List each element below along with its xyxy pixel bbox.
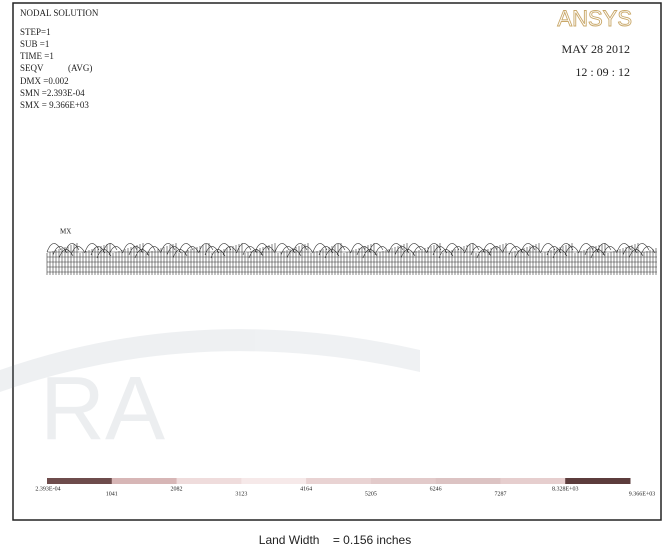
legend-swatch bbox=[435, 478, 501, 484]
logo: ANSYS bbox=[557, 6, 632, 31]
watermark: RA bbox=[0, 329, 420, 459]
info-line: TIME =1 bbox=[20, 51, 54, 61]
info-line: STEP=1 bbox=[20, 27, 51, 37]
frame bbox=[12, 2, 662, 521]
legend-swatch bbox=[241, 478, 307, 484]
watermark-text: RA bbox=[40, 359, 165, 459]
legend-label: 1041 bbox=[106, 491, 118, 497]
stat-line: SMN =2.393E-04 bbox=[20, 88, 85, 98]
legend-label: 7287 bbox=[494, 491, 506, 497]
info-line: SUB =1 bbox=[20, 39, 49, 49]
legend-swatch bbox=[111, 478, 178, 484]
max-marker: MX bbox=[60, 228, 71, 236]
legend-label: 2.393E-04 bbox=[35, 486, 60, 492]
legend-swatch bbox=[565, 478, 631, 484]
legend-label: 9.366E+03 bbox=[629, 491, 656, 497]
legend-label: 3123 bbox=[235, 491, 247, 497]
legend-label: 4164 bbox=[300, 486, 312, 492]
legend-label: 5205 bbox=[365, 491, 377, 497]
legend-label: 6246 bbox=[430, 486, 442, 492]
watermark-swoosh bbox=[0, 329, 420, 392]
time: 12 : 09 : 12 bbox=[575, 65, 630, 79]
caption: Land Width = 0.156 inches bbox=[259, 533, 411, 547]
stat-line: DMX =0.002 bbox=[20, 76, 69, 86]
legend-swatch bbox=[306, 478, 372, 484]
legend-swatch bbox=[176, 478, 242, 484]
legend-label: 8.328E+03 bbox=[552, 486, 579, 492]
result-name: SEQV bbox=[20, 63, 44, 73]
result-mode: (AVG) bbox=[68, 63, 92, 73]
mesh-lines bbox=[46, 243, 657, 275]
legend-swatch bbox=[500, 478, 566, 484]
legend-label: 2082 bbox=[171, 486, 183, 492]
date: MAY 28 2012 bbox=[562, 42, 630, 56]
title: NODAL SOLUTION bbox=[20, 8, 99, 18]
legend-swatch bbox=[47, 478, 113, 484]
legend-swatch bbox=[370, 478, 437, 484]
mesh bbox=[46, 243, 657, 275]
legend: 2.393E-04 1041 2082 3123 4164 5205 6246 7287 8.3… bbox=[35, 478, 655, 497]
stat-line: SMX = 9.366E+03 bbox=[20, 100, 89, 110]
